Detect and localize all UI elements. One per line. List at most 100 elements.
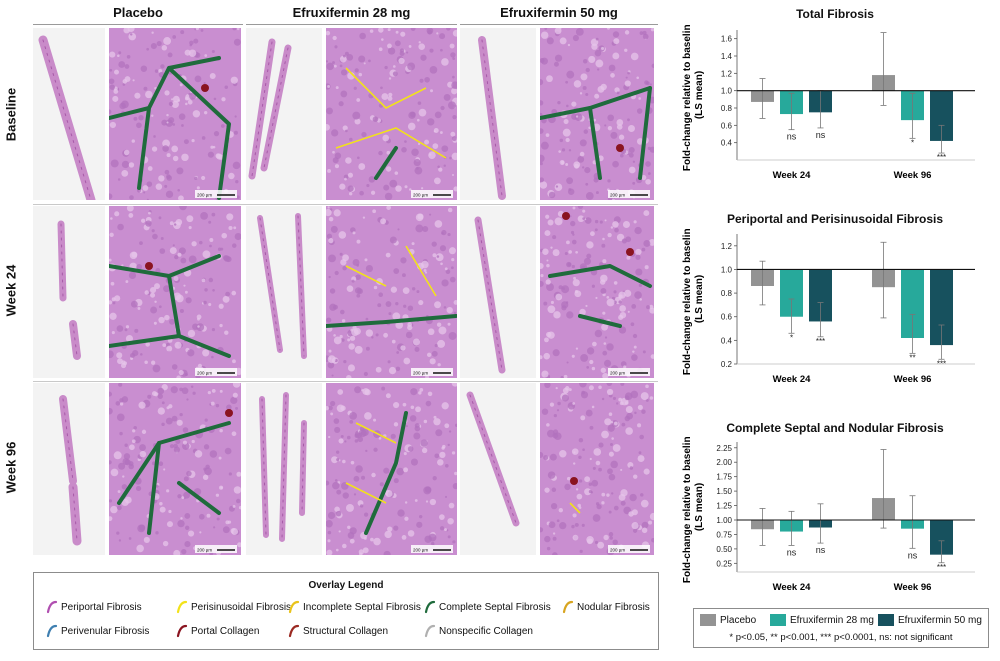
scale-bar: 200 µm bbox=[608, 190, 650, 198]
tissue-strip bbox=[57, 220, 67, 302]
y-tick-label: 1.50 bbox=[716, 487, 732, 496]
y-tick-label: 0.4 bbox=[721, 336, 733, 345]
tissue-strip bbox=[68, 482, 82, 546]
histology-zoom: 200 µm bbox=[326, 206, 457, 378]
category-label: Week 96 bbox=[894, 374, 932, 385]
stroke-swatch-icon bbox=[46, 600, 58, 614]
biopsy-thumbnail bbox=[246, 28, 322, 200]
bar-legend: Placebo Efruxifermin 28 mg Efruxifermin … bbox=[693, 608, 989, 648]
svg-text:200 µm: 200 µm bbox=[197, 548, 212, 553]
y-axis-label: Fold-change relative to baseline(LS mean… bbox=[682, 228, 705, 375]
bar bbox=[930, 520, 953, 555]
overlay-legend-title: Overlay Legend bbox=[308, 580, 384, 591]
y-tick-label: 2.25 bbox=[716, 444, 732, 453]
chart-total-fibrosis: 0.4 0.6 0.8 1.0 1.2 1.4 1.6 Fold-change relativ… bbox=[682, 24, 975, 181]
scale-bar: 200 µm bbox=[195, 368, 237, 376]
biopsy-thumbnail bbox=[460, 383, 536, 555]
tissue-strip bbox=[279, 392, 289, 542]
svg-text:200 µm: 200 µm bbox=[413, 193, 428, 198]
bar-legend-item: Efruxifermin 28 mg bbox=[770, 614, 874, 626]
biopsy-thumbnail bbox=[460, 206, 536, 378]
overlay-legend-item: Perisinusoidal Fibrosis bbox=[176, 600, 291, 614]
category-label: Week 24 bbox=[773, 374, 812, 385]
svg-text:200 µm: 200 µm bbox=[610, 193, 625, 198]
y-tick-label: 0.75 bbox=[716, 530, 732, 539]
y-tick-label: 0.25 bbox=[716, 559, 732, 568]
column-header-placebo: Placebo bbox=[113, 5, 163, 20]
significance-label: *** bbox=[816, 337, 825, 346]
scale-bar: 200 µm bbox=[608, 545, 650, 553]
y-tick-label: 1.75 bbox=[716, 473, 732, 482]
svg-text:200 µm: 200 µm bbox=[413, 371, 428, 376]
significance-note: * p<0.05, ** p<0.001, *** p<0.0001, ns: … bbox=[729, 632, 953, 643]
y-tick-label: 1.4 bbox=[721, 52, 733, 61]
bar-legend-label: Efruxifermin 50 mg bbox=[898, 614, 982, 626]
tissue-strip bbox=[38, 35, 96, 200]
stroke-swatch-icon bbox=[424, 600, 436, 614]
svg-text:200 µm: 200 µm bbox=[197, 371, 212, 376]
tissue-strip bbox=[478, 36, 506, 200]
histology-zoom: 200 µm bbox=[326, 28, 457, 200]
scale-bar: 200 µm bbox=[411, 368, 453, 376]
overlay-legend-label: Incomplete Septal Fibrosis bbox=[303, 601, 421, 613]
tissue-strip bbox=[299, 420, 307, 516]
overlay-legend-label: Nonspecific Collagen bbox=[439, 625, 533, 637]
swatch-efx28 bbox=[770, 614, 786, 626]
stroke-swatch-icon bbox=[46, 624, 58, 638]
bar bbox=[901, 269, 924, 338]
bar-legend-item: Efruxifermin 50 mg bbox=[878, 614, 982, 626]
y-tick-label: 0.8 bbox=[721, 289, 733, 298]
category-label: Week 96 bbox=[894, 170, 932, 181]
y-tick-label: 1.0 bbox=[721, 265, 733, 274]
swatch-placebo bbox=[700, 614, 716, 626]
biopsy-thumbnail bbox=[246, 206, 322, 378]
significance-label: ns bbox=[816, 545, 826, 555]
tissue-strip bbox=[259, 396, 269, 538]
bar-legend-label: Efruxifermin 28 mg bbox=[790, 614, 874, 626]
y-tick-label: 1.6 bbox=[721, 35, 733, 44]
y-tick-label: 1.2 bbox=[721, 69, 733, 78]
significance-label: *** bbox=[937, 359, 946, 368]
row-separator bbox=[33, 204, 658, 205]
bar-legend-item: Placebo bbox=[700, 614, 756, 626]
y-tick-label: 1.00 bbox=[716, 516, 732, 525]
category-label: Week 24 bbox=[773, 170, 812, 181]
y-axis-label: Fold-change relative to baseline(LS mean… bbox=[682, 436, 705, 583]
significance-label: * bbox=[911, 138, 914, 147]
significance-label: ns bbox=[787, 547, 797, 557]
scale-bar: 200 µm bbox=[195, 190, 237, 198]
scale-bar: 200 µm bbox=[411, 545, 453, 553]
column-header-rule bbox=[460, 24, 658, 25]
svg-text:200 µm: 200 µm bbox=[610, 548, 625, 553]
column-header-efx28: Efruxifermin 28 mg bbox=[292, 5, 411, 20]
scale-bar: 200 µm bbox=[195, 545, 237, 553]
chart-complete-septal-nodular: 0.25 0.50 0.75 1.00 1.25 1.50 1.75 2.00 2.25 Fold… bbox=[682, 436, 975, 593]
significance-label: ns bbox=[787, 132, 797, 142]
biopsy-thumbnail bbox=[33, 206, 105, 378]
overlay-legend-item: Incomplete Septal Fibrosis bbox=[288, 600, 421, 614]
bar bbox=[930, 90, 953, 141]
overlay-legend-item: Nonspecific Collagen bbox=[424, 624, 533, 638]
svg-text:200 µm: 200 µm bbox=[197, 193, 212, 198]
category-label: Week 96 bbox=[894, 582, 932, 593]
row-label-baseline: Baseline bbox=[3, 87, 19, 142]
overlay-legend-item: Complete Septal Fibrosis bbox=[424, 600, 551, 614]
bar bbox=[809, 269, 832, 322]
svg-text:200 µm: 200 µm bbox=[413, 548, 428, 553]
significance-label: ns bbox=[908, 550, 918, 560]
overlay-legend-label: Perisinusoidal Fibrosis bbox=[191, 601, 292, 613]
overlay-legend-label: Portal Collagen bbox=[191, 625, 260, 637]
histology-zoom: 200 µm bbox=[540, 383, 654, 555]
y-tick-label: 2.00 bbox=[716, 458, 732, 467]
column-header-rule bbox=[33, 24, 243, 25]
tissue-strip bbox=[257, 215, 283, 353]
y-tick-label: 0.4 bbox=[721, 139, 733, 148]
column-header-efx50: Efruxifermin 50 mg bbox=[500, 5, 618, 20]
histology-zoom: 200 µm bbox=[540, 206, 654, 378]
biopsy-thumbnail bbox=[460, 28, 536, 200]
tissue-strip bbox=[59, 395, 77, 485]
overlay-legend-item: Portal Collagen bbox=[176, 624, 259, 638]
overlay-legend-item: Nodular Fibrosis bbox=[562, 600, 650, 614]
significance-label: * bbox=[790, 333, 793, 342]
chart-title-periportal: Periportal and Perisinusoidal Fibrosis bbox=[726, 212, 944, 226]
